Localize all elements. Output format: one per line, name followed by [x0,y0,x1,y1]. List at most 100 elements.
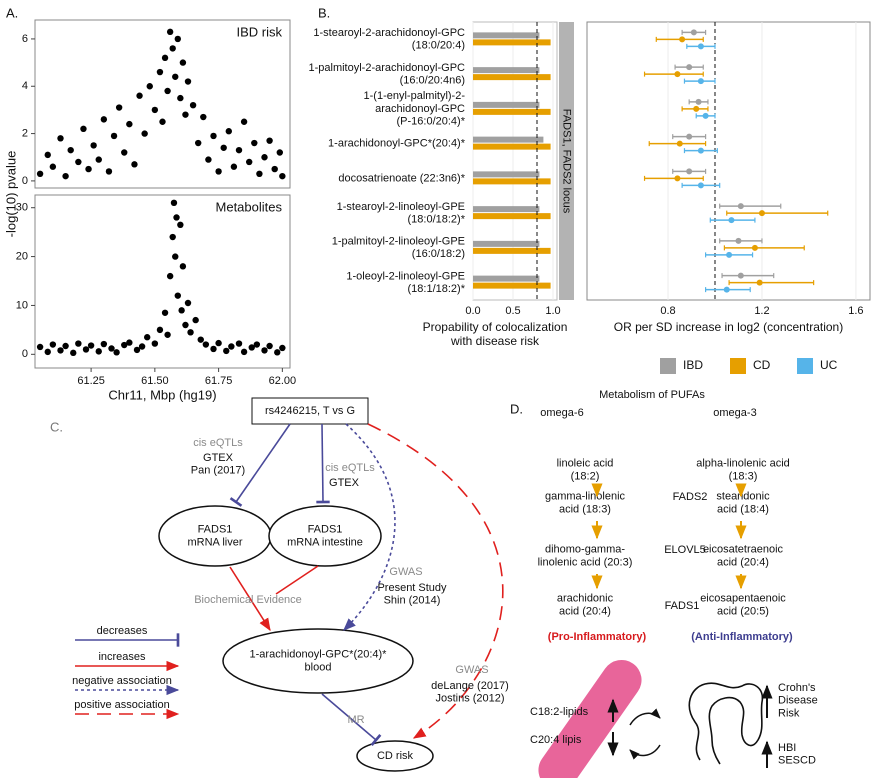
bar [473,108,551,115]
point [737,203,744,210]
metabolite: stearidonic acid (18:4) [716,491,770,516]
category-label: 1-stearoyl-2-linoleoyl-GPE (18:0/18:2)* [337,201,466,226]
point [686,168,693,175]
x-axis-title: OR per SD increase in log2 (concentratio… [614,320,843,334]
point [240,118,248,125]
node-ellipse [356,740,434,772]
point [75,340,82,347]
point [172,73,179,80]
point [276,149,283,156]
x-axis-title: Chr11, Mbp (hg19) [108,387,216,402]
point [57,347,64,354]
point [676,140,683,147]
point [179,59,187,66]
x-tick-label: 0.5 [505,305,520,317]
bar [473,275,540,282]
plot-frame [586,21,871,301]
point [737,272,744,279]
category-label: 1-palmitoyl-2-arachidonoyl-GPC (16:0/20:4… [308,62,465,87]
point [246,158,253,166]
point [138,343,146,350]
enzyme: FADS1 [665,600,700,612]
diagram-title: Metabolism of PUFAs [599,389,705,401]
point [235,340,243,347]
point [100,116,108,123]
point [187,329,194,336]
point [136,92,143,99]
point [164,331,171,338]
point [126,339,133,346]
point [728,217,735,224]
outcome: Crohn's Disease Risk [778,682,818,719]
node-label: CD risk [377,750,414,762]
bar [473,247,551,254]
point [169,233,176,241]
point [693,105,700,112]
cycle-arrow [629,708,661,726]
point [70,349,77,357]
x-tick-label: 0.0 [465,305,480,317]
point [166,28,174,36]
point [184,78,192,85]
bar [473,171,540,178]
point [261,347,268,354]
point [205,156,212,163]
bar [473,206,540,213]
bar [473,240,540,247]
point [674,71,681,78]
point [726,251,733,258]
panel-label: B. [318,5,330,20]
point [192,316,199,324]
point [62,342,69,350]
y-tick-label: 4 [22,80,28,92]
metabolite: alpha-linolenic acid (18:3) [696,458,790,483]
point [80,125,87,133]
enzyme: FADS2 [673,491,708,503]
edge-evidence: MR [347,714,364,726]
category-label: 1-stearoyl-2-arachidonoyl-GPC (18:0/20:4) [313,27,465,52]
point [182,111,189,118]
point [686,133,693,140]
legend-label: positive association [74,699,169,711]
point [279,172,286,180]
point [172,253,179,260]
point [164,87,171,95]
point [36,343,44,351]
point [62,172,69,180]
point [702,112,709,119]
point [251,139,258,147]
point [253,341,261,348]
point [121,341,128,349]
y-tick-label: 0 [22,175,28,187]
y-tick-label: 30 [16,202,28,214]
point [202,341,210,348]
point [95,348,102,355]
bar [473,178,551,185]
point [279,344,286,352]
point [87,342,95,349]
bar [473,32,540,39]
point [144,334,151,341]
lipid-label: C18:2-lipids [530,706,589,718]
legend-label: UC [820,358,838,372]
edge-source: deLange (2017) Jostins (2012) [431,680,509,705]
point [679,36,686,43]
y-tick-label: 0 [22,348,28,360]
point [697,182,704,189]
panel-label: D. [510,401,523,416]
diagram-d: Metabolism of PUFAs omega-6 omega-3 lino… [530,389,818,778]
node-ellipse [268,505,382,567]
edge [321,693,382,746]
facet-label: FADS1, FADS2 locus [561,109,573,214]
point [261,154,268,161]
metabolite: dihomo-gamma-linolenic acid (20:3) [538,544,633,569]
bar [473,143,551,150]
edge [316,423,330,504]
point [225,128,232,135]
point [230,163,238,170]
legend-label: increases [98,651,146,663]
panel-annotation: IBD risk [237,24,283,39]
bar [473,213,551,220]
edge-evidence: GWAS [389,566,422,578]
